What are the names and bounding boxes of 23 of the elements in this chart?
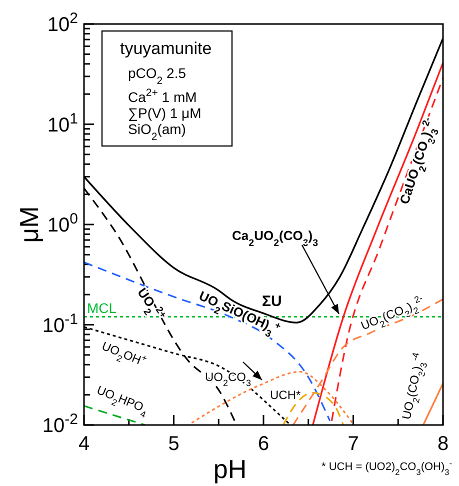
annotation: pCO$_{2}$ 2.5	[128, 65, 186, 87]
x-tick-label: 6	[258, 433, 270, 455]
annotation: ∑P(V) 1 μM	[128, 105, 202, 121]
x-tick-label: 7	[348, 433, 359, 455]
series-label: UO$_{2}$CO$_{3}$	[205, 370, 252, 388]
y-tick-label: 10$^{-2}$	[42, 410, 78, 437]
annotation: SiO$_{2}$(am)	[128, 121, 186, 143]
line-series	[84, 261, 331, 422]
line-series	[330, 77, 443, 422]
y-axis-title: μM	[14, 206, 44, 243]
y-tick-label: 10$^{-1}$	[42, 310, 78, 337]
annotation: Ca$^{2+}$ 1 mM	[128, 87, 197, 105]
annotation: tyuyamunite	[120, 39, 212, 58]
x-tick-label: 5	[168, 433, 180, 455]
x-tick-label: 8	[437, 433, 449, 455]
series-label: UCH*	[270, 388, 301, 402]
y-tick-label: 10$^{0}$	[47, 210, 78, 236]
line-series	[312, 62, 443, 425]
y-tick-label: 10$^{2}$	[47, 10, 78, 36]
y-tick-label: 10$^{1}$	[47, 110, 78, 136]
ref-line-label: MCL	[87, 300, 117, 316]
x-tick-label: 4	[78, 433, 90, 455]
x-axis-title: pH	[213, 454, 247, 484]
